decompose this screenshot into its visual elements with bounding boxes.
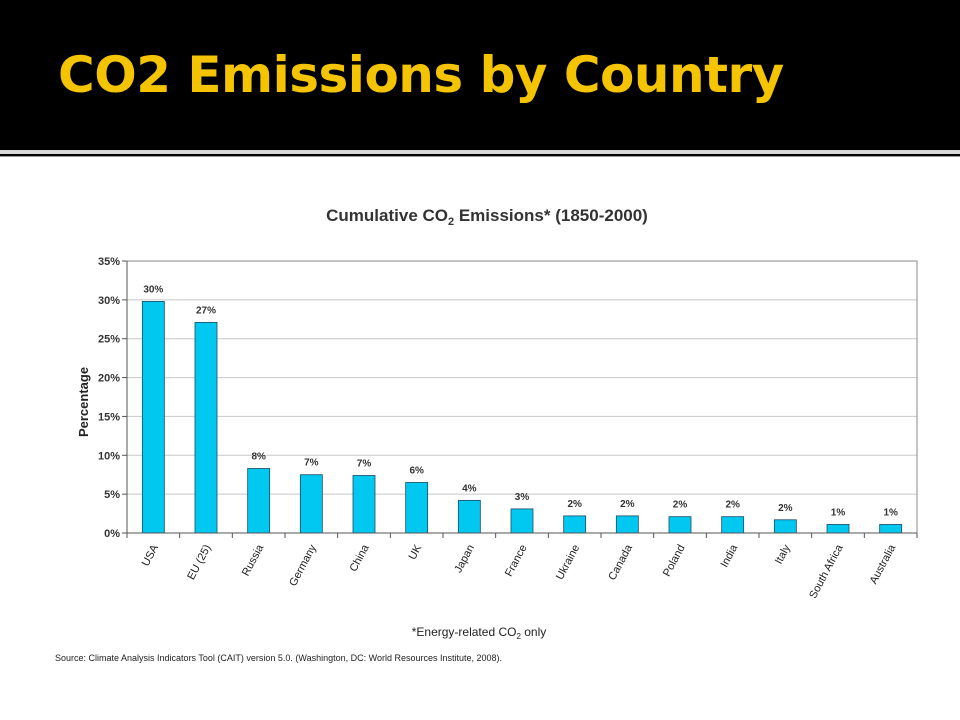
y-tick-label: 0% [104,528,120,540]
chart-title-subscript: 2 [448,216,454,228]
y-tick-label: 25% [98,334,120,346]
x-axis: USA EU (25) Russia Germany China UK Japan Franc… [126,532,918,601]
bar [510,508,534,534]
bar [299,474,323,534]
data-label: 7% [357,458,372,469]
header-divider-thin [0,156,960,157]
x-tick-label: USA [140,542,162,568]
chart-title-main: Cumulative CO [326,206,448,225]
data-label: 1% [831,507,846,518]
y-tick-label: 20% [98,373,120,385]
footnote-subscript: 2 [516,632,521,641]
data-label: 6% [409,465,424,476]
x-tick-label: Poland [661,543,688,579]
bar [194,321,218,534]
data-label: 8% [251,451,266,462]
gridlines [127,260,917,495]
y-axis-label: Percentage [76,367,91,437]
data-label: 30% [143,284,163,295]
data-label: 7% [304,458,319,469]
data-labels: 30% 27% 8% 7% 7% 6% 4% 3% 2% 2% 2% 2% 2% 1% 1% [143,284,898,518]
data-label: 3% [515,492,530,503]
data-label: 1% [883,507,898,518]
chart-title-tail: Emissions* (1850-2000) [454,206,648,225]
bar [563,515,587,534]
chart-footnote: *Energy-related CO2 only [412,625,547,641]
bar [721,516,745,534]
x-tick-label: EU (25) [185,543,213,582]
y-tick-label: 35% [98,256,120,268]
data-label: 2% [620,499,635,510]
data-label: 2% [567,499,582,510]
chart-frame: Cumulative CO2 Emissions* (1850-2000) 0%… [55,195,920,665]
y-tick-label: 15% [98,411,120,423]
bar [826,524,850,534]
bar [668,516,692,534]
bar [247,468,271,534]
bar [879,524,903,534]
data-label: 2% [673,500,688,511]
data-label: 4% [462,483,477,494]
bars [141,301,903,534]
slide-title: CO2 Emissions by Country [58,46,784,104]
y-tick-label: 30% [98,295,120,307]
x-tick-label: France [503,543,530,579]
x-tick-label: Australia [868,542,899,586]
x-tick-label: Italy [773,542,793,566]
x-tick-label: South Africa [807,542,846,601]
data-label: 2% [725,500,740,511]
y-axis: 0% 5% 10% 15% 20% 25% 30% 35% [98,256,918,540]
bar [352,475,376,534]
slide-header: CO2 Emissions by Country [0,0,960,150]
x-tick-label: Ukraine [554,543,582,582]
bar [773,519,797,534]
x-tick-label: Germany [287,542,319,588]
x-tick-label: Canada [606,542,635,582]
bar [405,482,429,534]
y-tick-label: 5% [104,489,120,501]
bar [457,499,481,534]
data-label: 27% [196,305,216,316]
y-tick-label: 10% [98,450,120,462]
x-tick-label: Russia [240,542,267,578]
x-tick-label: Japan [452,543,477,575]
bar [141,301,165,534]
footnote-tail: only [521,625,546,639]
header-divider [0,150,960,154]
x-tick-label: China [348,542,373,574]
data-label: 2% [778,503,793,514]
bar [615,515,639,534]
bar-chart: Cumulative CO2 Emissions* (1850-2000) 0%… [55,206,918,663]
chart-source: Source: Climate Analysis Indicators Tool… [55,653,502,663]
x-tick-label: India [719,542,741,569]
chart-title: Cumulative CO2 Emissions* (1850-2000) [326,206,648,228]
footnote-main: *Energy-related CO [412,625,517,639]
x-tick-label: UK [407,542,425,562]
